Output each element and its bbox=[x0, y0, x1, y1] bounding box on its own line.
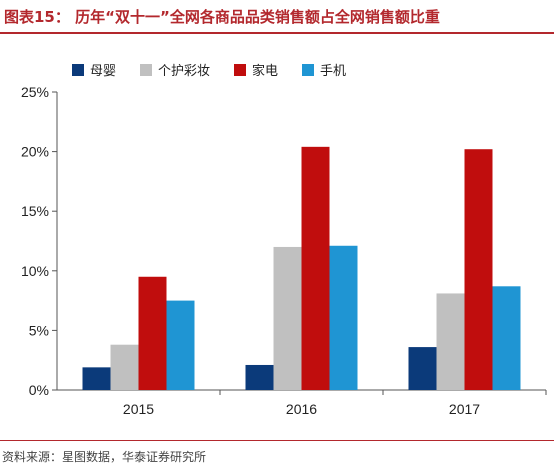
bar bbox=[436, 293, 465, 390]
legend-item: 家电 bbox=[234, 60, 278, 79]
legend-swatch bbox=[234, 63, 247, 76]
bar bbox=[138, 276, 167, 390]
y-tick-label: 5% bbox=[29, 322, 49, 338]
bar bbox=[245, 364, 274, 390]
legend-item: 个护彩妆 bbox=[140, 60, 210, 79]
legend-item: 手机 bbox=[302, 60, 346, 79]
bar bbox=[273, 246, 302, 390]
y-tick-label: 20% bbox=[21, 144, 49, 160]
x-tick-label: 2015 bbox=[123, 401, 154, 417]
bar bbox=[492, 286, 521, 390]
legend-label: 母婴 bbox=[90, 64, 117, 79]
title-bar: 图表15： 历年“双十一”全网各商品品类销售额占全网销售额比重 bbox=[0, 0, 554, 34]
y-tick-label: 15% bbox=[21, 203, 49, 219]
legend-swatch bbox=[140, 63, 153, 76]
bar bbox=[82, 367, 111, 390]
bar bbox=[464, 149, 493, 390]
legend: 母婴 个护彩妆 家电 手机 bbox=[72, 60, 346, 79]
bar bbox=[408, 347, 437, 390]
bar bbox=[166, 300, 195, 390]
bar bbox=[301, 146, 330, 390]
y-tick-label: 25% bbox=[21, 84, 49, 100]
bar bbox=[329, 245, 358, 390]
source-note: 资料来源：星图数据，华泰证券研究所 bbox=[2, 450, 207, 464]
y-tick-label: 0% bbox=[29, 382, 49, 398]
y-tick-label: 10% bbox=[21, 263, 49, 279]
legend-swatch bbox=[72, 63, 84, 76]
legend-swatch bbox=[302, 63, 315, 76]
chart-title: 图表15： 历年“双十一”全网各商品品类销售额占全网销售额比重 bbox=[4, 8, 440, 26]
bar bbox=[110, 344, 139, 390]
legend-label: 个护彩妆 bbox=[158, 64, 211, 79]
bottom-rule bbox=[0, 440, 554, 441]
legend-item: 母婴 bbox=[72, 60, 116, 79]
x-tick-label: 2017 bbox=[449, 401, 480, 417]
legend-label: 手机 bbox=[320, 64, 347, 79]
x-tick-label: 2016 bbox=[286, 401, 317, 417]
legend-label: 家电 bbox=[252, 64, 279, 79]
